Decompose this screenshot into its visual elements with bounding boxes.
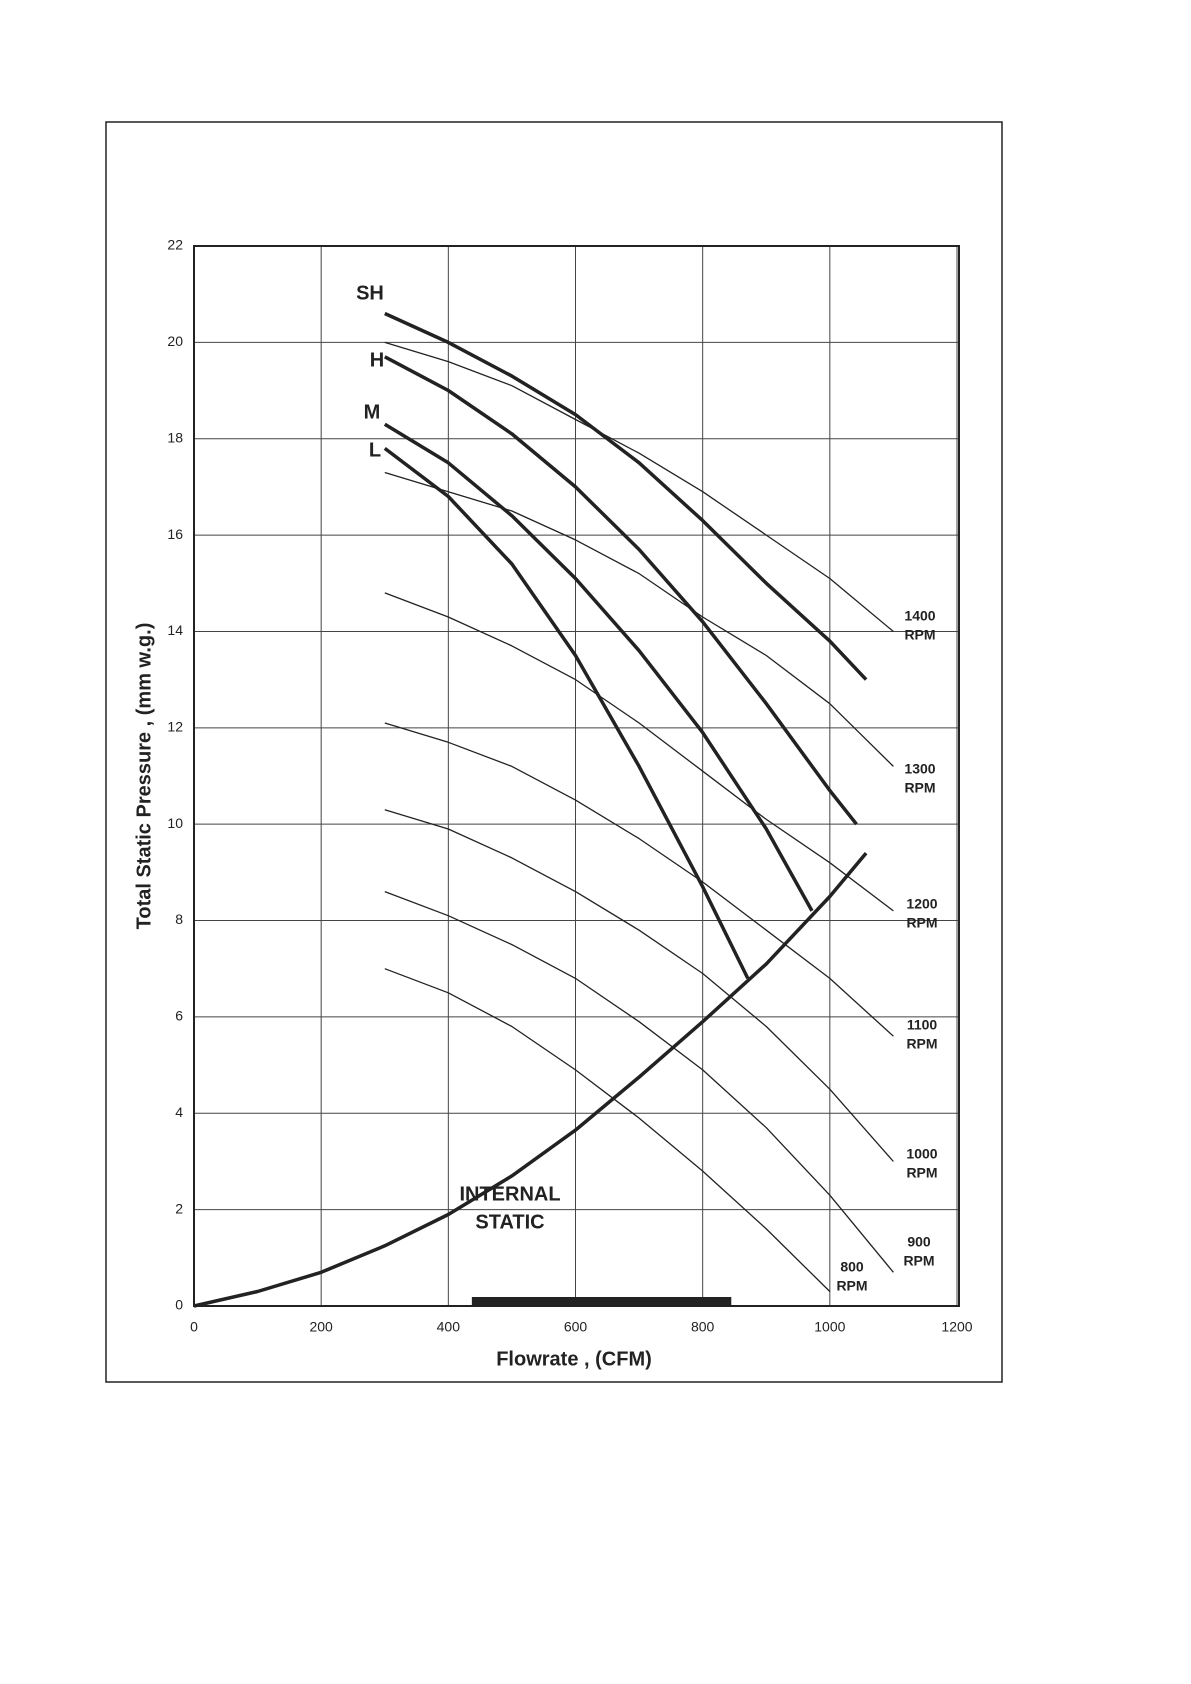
- mode-label: H: [370, 349, 384, 371]
- y-tick-label: 14: [167, 622, 183, 638]
- mode-curve: [383, 422, 814, 912]
- curve-label: RPM: [906, 1165, 937, 1181]
- x-tick-label: 1200: [941, 1319, 972, 1335]
- speed-curve: [384, 968, 831, 1292]
- mode-label: L: [369, 439, 381, 461]
- x-axis-title: Flowrate , (CFM): [496, 1348, 652, 1370]
- curve-label: RPM: [906, 1036, 937, 1052]
- y-tick-label: 20: [167, 333, 183, 349]
- curve-label: 800: [840, 1259, 864, 1275]
- y-tick-label: 2: [175, 1200, 183, 1216]
- curve-label: 1000: [906, 1146, 937, 1162]
- y-tick-label: 12: [167, 719, 183, 735]
- range-bar: [471, 1297, 732, 1305]
- y-tick-label: 4: [175, 1104, 183, 1120]
- x-tick-label: 400: [437, 1319, 461, 1335]
- curve-label: 900: [907, 1234, 931, 1250]
- x-tick-label: 600: [564, 1319, 588, 1335]
- system-label: STATIC: [475, 1211, 544, 1233]
- x-tick-label: 200: [309, 1319, 333, 1335]
- y-axis-title: Total Static Pressure , (mm w.g.): [133, 623, 155, 930]
- mode-curve: [383, 355, 858, 826]
- y-tick-label: 22: [167, 237, 183, 253]
- y-tick-label: 16: [167, 526, 183, 542]
- speed-curve: [384, 592, 894, 912]
- frame: [105, 121, 1003, 1383]
- mode-curve: [384, 311, 868, 681]
- curve-label: RPM: [904, 627, 935, 643]
- curve-label: 1300: [904, 761, 935, 777]
- y-tick-label: 0: [175, 1297, 183, 1313]
- curve-label: RPM: [836, 1278, 867, 1294]
- x-tick-label: 800: [691, 1319, 715, 1335]
- plot-frame: [193, 245, 960, 1307]
- x-tick-label: 0: [190, 1319, 198, 1335]
- mode-label: M: [364, 401, 381, 423]
- curve-label: 1200: [906, 896, 937, 912]
- curve-label: 1100: [907, 1017, 938, 1033]
- speed-curve: [384, 341, 894, 632]
- curve-label: RPM: [906, 915, 937, 931]
- x-tick-label: 1000: [814, 1319, 845, 1335]
- y-tick-label: 8: [175, 911, 183, 927]
- speed-curve: [384, 722, 894, 1037]
- y-tick-label: 18: [167, 429, 183, 445]
- mode-label: SH: [356, 282, 384, 304]
- curve-label: 1400: [904, 608, 935, 624]
- system-curve: [193, 851, 868, 1308]
- speed-curve: [384, 809, 894, 1162]
- system-label: INTERNAL: [459, 1183, 560, 1205]
- y-tick-label: 10: [167, 815, 183, 831]
- curve-label: RPM: [903, 1253, 934, 1269]
- mode-curve: [383, 447, 750, 980]
- speed-curve: [384, 890, 894, 1273]
- speed-curve: [384, 471, 894, 767]
- curve-label: RPM: [904, 780, 935, 796]
- y-tick-label: 6: [175, 1008, 183, 1024]
